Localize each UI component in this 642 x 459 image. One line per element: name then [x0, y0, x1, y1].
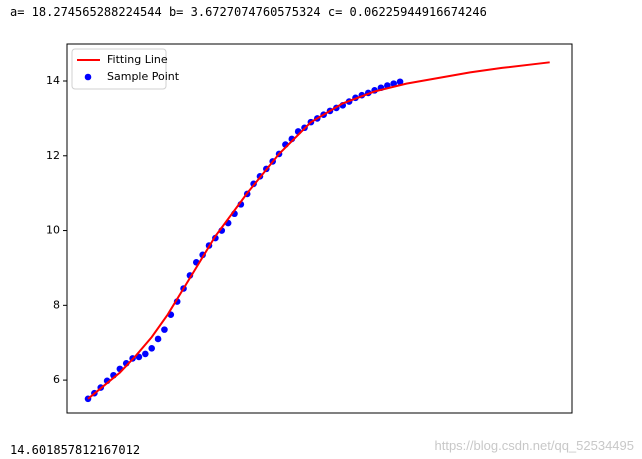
sample-point [148, 345, 155, 352]
sample-point [396, 78, 404, 86]
plot-frame [66, 43, 573, 414]
y-tick-label: 14 [46, 74, 60, 87]
legend-label: Fitting Line [107, 53, 168, 66]
watermark: https://blog.csdn.net/qq_52534495 [434, 438, 635, 453]
chart: 6 8 10 12 14 Fitting Line Sample Point [46, 43, 573, 414]
output-text: a= 18.274565288224544 b= 3.6727074760575… [10, 5, 487, 19]
fit-line [87, 61, 550, 400]
output-text: 14.601857812167012 [10, 443, 141, 457]
sample-point [161, 326, 168, 333]
sample-point [390, 80, 397, 87]
y-tick-label: 8 [53, 298, 60, 311]
y-tick-label: 10 [46, 224, 60, 237]
sample-point [142, 350, 149, 358]
legend-label: Sample Point [107, 70, 180, 83]
sample-point [154, 335, 162, 343]
y-tick-label: 6 [53, 373, 60, 386]
legend-swatch [84, 73, 92, 81]
y-tick-label: 12 [46, 149, 60, 162]
